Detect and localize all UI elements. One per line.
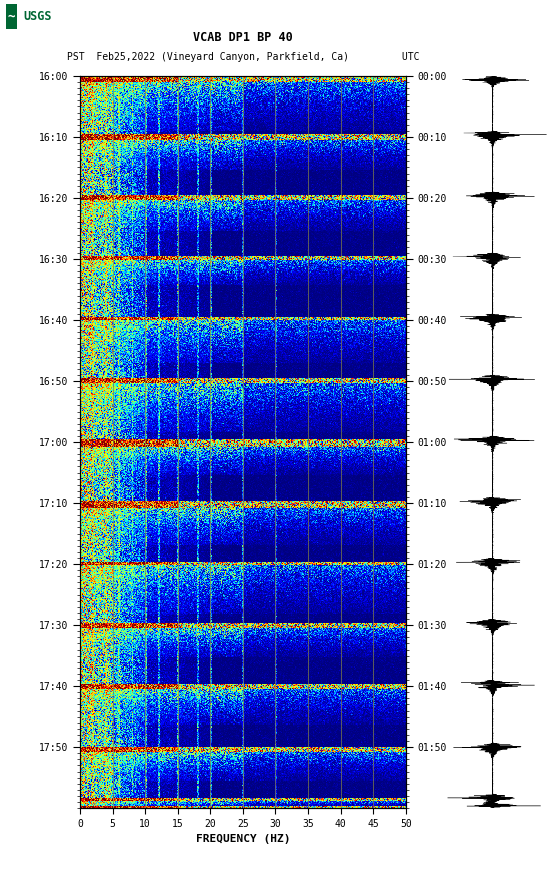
Bar <box>6 4 17 29</box>
X-axis label: FREQUENCY (HZ): FREQUENCY (HZ) <box>195 834 290 844</box>
Text: ~: ~ <box>7 10 15 22</box>
Text: VCAB DP1 BP 40: VCAB DP1 BP 40 <box>193 31 293 45</box>
Text: PST  Feb25,2022 (Vineyard Canyon, Parkfield, Ca)         UTC: PST Feb25,2022 (Vineyard Canyon, Parkfie… <box>67 52 419 62</box>
Text: USGS: USGS <box>23 10 52 22</box>
